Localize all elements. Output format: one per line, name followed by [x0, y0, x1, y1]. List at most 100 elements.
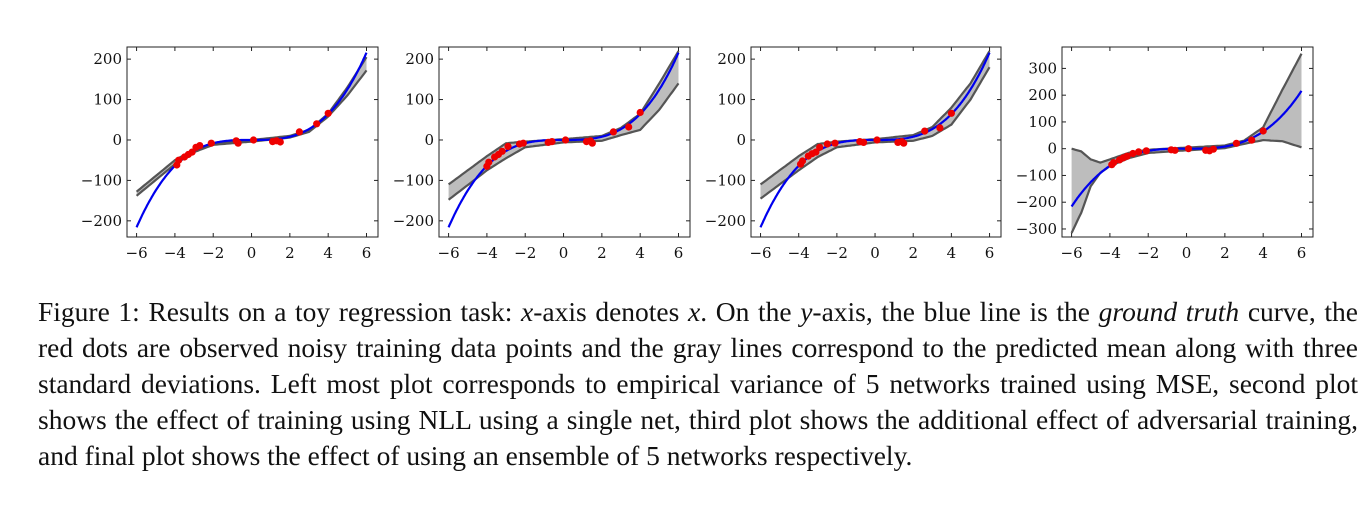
x-tick-label: 6 [985, 244, 995, 262]
y-tick-label: 0 [1047, 140, 1057, 158]
figure-plots-row: −6 −4 −2 0 2 4 6 −200 −100 0 100 200 −6 −4 −2 0 2 4 6 −200… [0, 0, 1314, 275]
x-tick-label: −2 [202, 244, 224, 262]
training-point [812, 148, 820, 156]
uncertainty-band [448, 51, 679, 200]
x-tick-label: −2 [1137, 244, 1159, 262]
training-point [175, 156, 183, 164]
training-point [1135, 148, 1143, 156]
training-point [324, 109, 332, 117]
training-point [1110, 159, 1118, 167]
caption-text-1: Figure 1: Results on a toy regression ta… [38, 296, 522, 327]
training-point [249, 136, 258, 144]
training-point [1171, 146, 1179, 154]
y-tick-label: −300 [1016, 220, 1057, 238]
x-tick-label: 6 [362, 244, 372, 262]
training-point [798, 157, 807, 165]
y-tick-label: 0 [424, 131, 434, 149]
y-tick-label: −200 [393, 212, 434, 230]
training-point [196, 142, 204, 150]
training-point [485, 158, 493, 166]
x-tick-label: 0 [1182, 244, 1192, 262]
caption-text-4: -axis, the blue line is the [812, 296, 1099, 327]
caption-emphasis-ground-truth: ground truth [1098, 296, 1240, 327]
plot-panel-4: −6 −4 −2 0 2 4 6 −300 −200 −100 0 100 200 300 [1016, 46, 1314, 262]
training-point [873, 136, 881, 144]
y-tick-label: −100 [1016, 166, 1057, 184]
training-point [900, 139, 908, 147]
training-point [1142, 147, 1150, 155]
training-point [519, 139, 527, 147]
plot-frame [438, 46, 691, 238]
training-point [188, 148, 196, 156]
training-point [234, 139, 242, 147]
plot-3-svg: −6 −4 −2 0 2 4 6 −200 −100 0 100 200 [705, 46, 1002, 262]
training-point [498, 147, 506, 155]
y-tick-label: 300 [1028, 59, 1057, 77]
x-tick-label: 0 [870, 244, 880, 262]
training-point [831, 139, 839, 147]
y-tick-label: −100 [705, 171, 746, 189]
training-point [1232, 139, 1240, 147]
x-tick-label: −2 [514, 244, 536, 262]
plot-panel-3: −6 −4 −2 0 2 4 6 −200 −100 0 100 200 [0, 0, 1002, 275]
plot-panel-1: −6 −4 −2 0 2 4 6 −200 −100 0 100 200 [0, 0, 385, 275]
training-point [313, 120, 321, 128]
x-tick-label: 2 [1220, 244, 1230, 262]
caption-math-y: y [800, 296, 813, 327]
plot-1-svg: −6 −4 −2 0 2 4 6 −200 −100 0 100 200 [81, 46, 379, 262]
figure-caption: Figure 1: Results on a toy regression ta… [38, 294, 1358, 474]
x-tick-label: 4 [635, 244, 645, 262]
x-tick-label: 0 [559, 244, 569, 262]
plot-4-svg: −6 −4 −2 0 2 4 6 −300 −200 −100 0 100 200 300 [1016, 46, 1314, 262]
x-tick-label: 6 [674, 244, 684, 262]
y-tick-label: −100 [81, 171, 122, 189]
training-point [1259, 127, 1267, 135]
training-point [823, 140, 831, 148]
x-tick-label: 6 [1297, 244, 1307, 262]
plot-panel-2: −6 −4 −2 0 2 4 6 −200 −100 0 100 200 [0, 0, 691, 275]
x-tick-label: 2 [908, 244, 918, 262]
training-point [1129, 149, 1137, 158]
x-tick-label: −4 [476, 244, 498, 262]
x-tick-label: 4 [947, 244, 957, 262]
plot-frame [1061, 46, 1314, 238]
training-point [860, 138, 868, 146]
y-tick-label: 0 [736, 131, 746, 149]
training-point [609, 128, 618, 136]
caption-text-2: -axis denotes [533, 296, 688, 327]
caption-text-5: curve, the red dots are observed noisy t… [38, 296, 1358, 471]
plot-frame [126, 46, 379, 238]
y-tick-label: 100 [1028, 113, 1057, 131]
y-tick-label: 200 [717, 50, 746, 68]
training-point [1248, 136, 1256, 144]
y-tick-label: 200 [405, 50, 434, 68]
caption-math-x2: x [687, 296, 701, 327]
y-tick-label: 0 [112, 131, 122, 149]
training-point [625, 123, 633, 131]
training-point [276, 138, 284, 146]
x-tick-label: 0 [247, 244, 257, 262]
training-point [295, 128, 303, 136]
plot-frame [750, 46, 1002, 238]
training-point [504, 142, 512, 150]
y-tick-label: 200 [93, 50, 122, 68]
y-tick-label: 100 [405, 91, 434, 109]
training-point [636, 108, 644, 117]
x-tick-label: −2 [826, 244, 848, 262]
training-point [207, 139, 215, 147]
training-point [588, 139, 596, 147]
x-tick-label: −6 [749, 244, 771, 262]
plot-2-svg: −6 −4 −2 0 2 4 6 −200 −100 0 100 200 [393, 46, 691, 262]
x-tick-label: 2 [597, 244, 607, 262]
y-tick-label: −200 [705, 212, 746, 230]
uncertainty-band [760, 51, 990, 199]
x-tick-label: −4 [1099, 244, 1121, 262]
y-tick-label: 100 [717, 91, 746, 109]
x-tick-label: −4 [788, 244, 810, 262]
y-tick-label: −100 [393, 171, 434, 189]
x-tick-label: 2 [285, 244, 295, 262]
caption-text-3: . On the [700, 296, 801, 327]
y-tick-label: −200 [1016, 193, 1057, 211]
training-point [1184, 145, 1193, 153]
x-tick-label: −6 [126, 244, 148, 262]
